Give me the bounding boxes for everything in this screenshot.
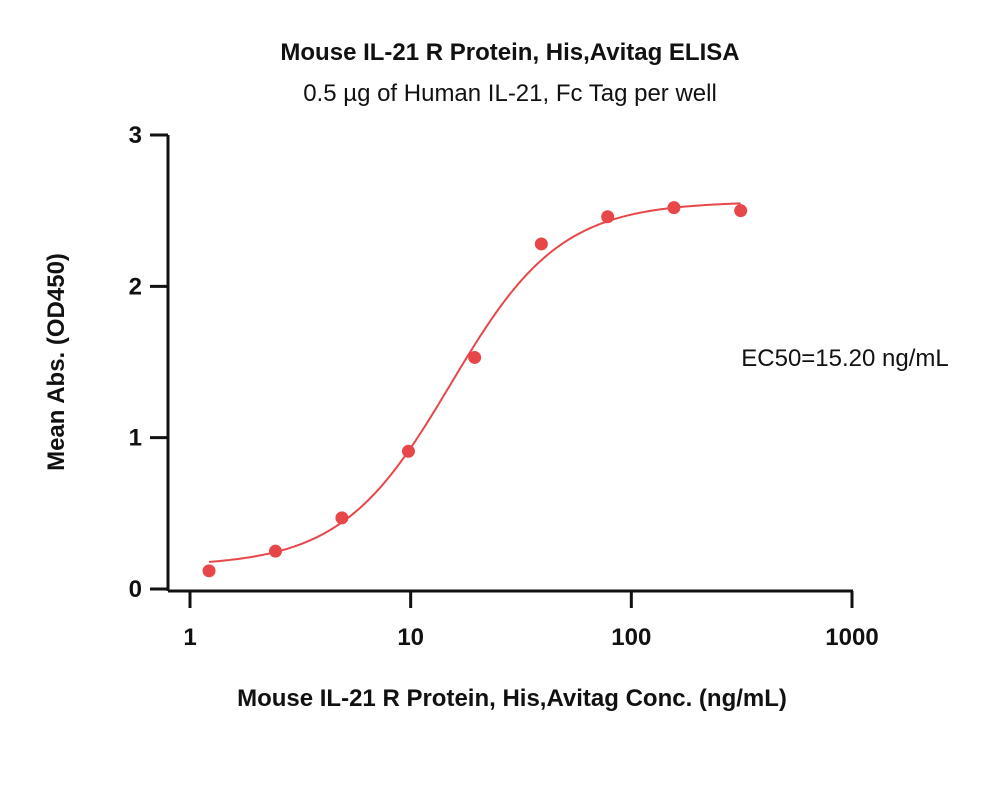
data-point — [468, 350, 482, 364]
fit-curve — [208, 202, 741, 563]
y-tick-label: 3 — [129, 122, 142, 149]
data-point — [268, 544, 282, 558]
data-point — [667, 201, 681, 215]
data-point — [734, 204, 748, 218]
x-tick-label: 100 — [611, 624, 651, 651]
y-axis: 0 1 2 3 — [129, 122, 170, 603]
x-axis: 1 10 100 1000 — [168, 589, 879, 651]
ec50-annotation: EC50=15.20 ng/mL — [741, 345, 948, 372]
y-tick-label: 1 — [129, 425, 142, 452]
data-points — [202, 201, 748, 578]
data-point — [401, 444, 415, 458]
chart-subtitle: 0.5 µg of Human IL-21, Fc Tag per well — [303, 80, 717, 107]
x-tick-label: 10 — [397, 624, 424, 651]
x-tick-label: 1 — [183, 624, 196, 651]
y-tick-label: 2 — [129, 273, 142, 300]
data-point — [534, 237, 548, 251]
chart-title: Mouse IL-21 R Protein, His,Avitag ELISA — [280, 39, 739, 66]
y-tick-label: 0 — [129, 576, 142, 603]
data-point — [601, 210, 615, 224]
x-axis-label: Mouse IL-21 R Protein, His,Avitag Conc. … — [237, 685, 787, 712]
data-point — [202, 564, 216, 578]
data-point — [335, 511, 349, 525]
x-tick-label: 1000 — [825, 624, 878, 651]
y-axis-label: Mean Abs. (OD450) — [43, 253, 70, 471]
